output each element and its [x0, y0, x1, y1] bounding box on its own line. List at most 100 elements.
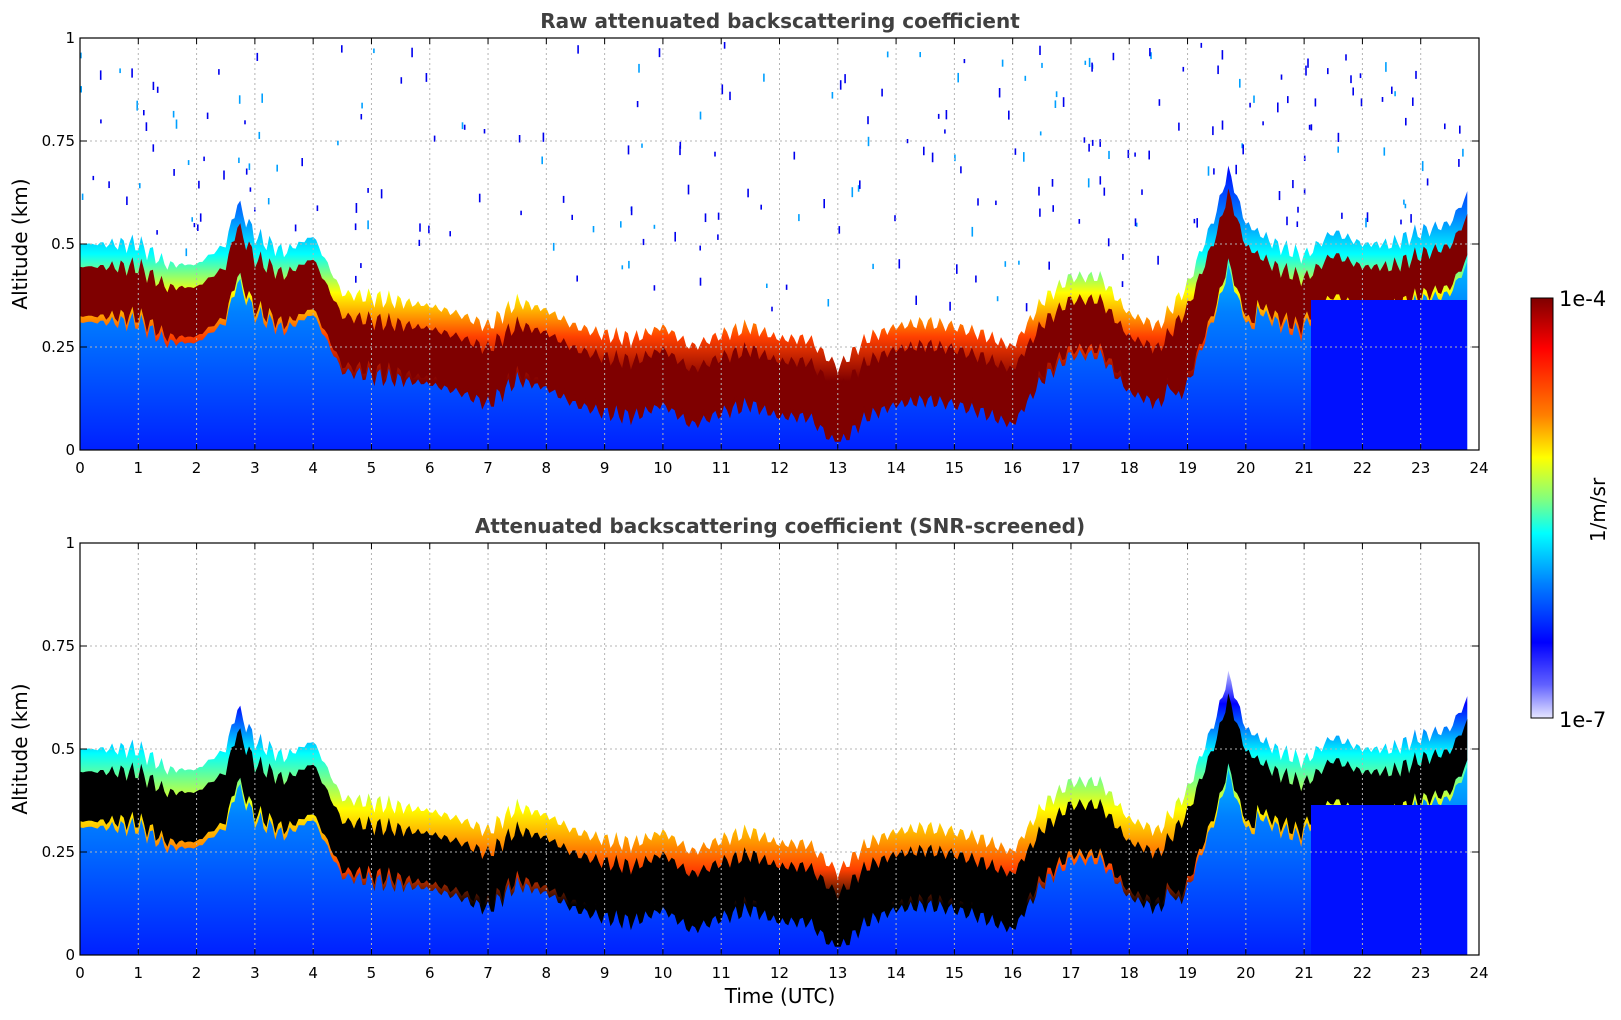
- noise-speck: [1008, 110, 1010, 120]
- noise-speck: [360, 263, 362, 269]
- noise-speck: [1207, 166, 1210, 176]
- noise-speck: [1310, 124, 1313, 131]
- noise-speck: [1039, 45, 1041, 56]
- noise-speck: [923, 146, 925, 156]
- x-tick-label: 11: [712, 459, 731, 477]
- x-tick-label: 3: [250, 459, 260, 477]
- noise-speck: [642, 238, 645, 246]
- y-tick-label: 1: [65, 29, 75, 47]
- noise-speck: [267, 198, 270, 205]
- noise-speck: [867, 116, 869, 125]
- noise-speck: [1051, 179, 1054, 187]
- noise-speck: [571, 214, 573, 221]
- noise-speck: [367, 220, 369, 230]
- x-tick-label: 14: [887, 459, 906, 477]
- colorbar-unit-label: 1/m/sr: [1586, 477, 1610, 542]
- noise-speck: [620, 221, 622, 228]
- x-tick-label: 14: [887, 964, 906, 982]
- noise-speck: [1127, 149, 1130, 159]
- noise-speck: [1039, 208, 1041, 217]
- noise-speck: [1405, 117, 1407, 126]
- panel-screened-grid: [80, 543, 1479, 955]
- noise-speck: [1459, 125, 1461, 134]
- noise-speck: [1099, 176, 1102, 185]
- x-tick-label: 5: [367, 459, 377, 477]
- x-tick-label: 12: [770, 964, 789, 982]
- noise-speck: [380, 189, 383, 199]
- panel-raw: Raw attenuated backscattering coefficien…: [8, 9, 1489, 477]
- noise-speck: [1303, 188, 1306, 195]
- noise-speck: [653, 224, 656, 229]
- noise-speck: [223, 170, 225, 180]
- noise-speck: [191, 217, 193, 222]
- x-tick-label: 11: [712, 964, 731, 982]
- noise-speck: [1107, 238, 1110, 247]
- noise-speck: [175, 119, 178, 129]
- x-tick-label: 2: [192, 964, 202, 982]
- noise-speck: [628, 260, 630, 269]
- noise-speck: [256, 52, 259, 61]
- noise-speck: [400, 77, 403, 84]
- noise-speck: [1249, 102, 1251, 108]
- noise-speck: [1458, 159, 1460, 167]
- noise-speck: [785, 284, 788, 290]
- noise-speck: [206, 112, 209, 120]
- noise-speck: [844, 74, 846, 84]
- noise-speck: [949, 301, 951, 311]
- noise-speck: [354, 223, 357, 231]
- noise-speck: [1360, 98, 1363, 107]
- x-tick-label: 4: [308, 964, 318, 982]
- noise-speck: [542, 132, 545, 142]
- y-tick-label: 0.5: [51, 740, 75, 758]
- noise-speck: [419, 223, 421, 232]
- noise-speck: [1359, 73, 1362, 79]
- noise-speck: [1134, 218, 1137, 227]
- x-tick-label: 6: [425, 964, 435, 982]
- noise-speck: [1023, 152, 1025, 162]
- x-tick-label: 16: [1003, 964, 1022, 982]
- noise-speck: [859, 180, 861, 189]
- y-tick-label: 0.25: [42, 843, 75, 861]
- x-tick-label: 6: [425, 459, 435, 477]
- noise-speck: [717, 212, 720, 220]
- noise-speck: [1286, 216, 1288, 226]
- noise-speck: [996, 296, 999, 302]
- noise-speck: [301, 158, 303, 167]
- noise-speck: [1381, 97, 1384, 102]
- noise-speck: [977, 198, 979, 206]
- noise-speck: [1394, 91, 1396, 97]
- panel-raw-late-block: [1311, 300, 1467, 450]
- y-tick-label: 0.5: [51, 235, 75, 253]
- noise-speck: [638, 63, 640, 73]
- y-tick-label: 0.25: [42, 338, 75, 356]
- x-tick-label: 22: [1353, 459, 1372, 477]
- noise-speck: [1383, 147, 1386, 156]
- noise-speck: [425, 73, 428, 82]
- noise-speck: [857, 185, 860, 192]
- y-tick-label: 0: [65, 441, 75, 459]
- noise-speck: [80, 52, 82, 59]
- noise-speck: [771, 306, 773, 312]
- noise-speck: [1182, 66, 1185, 72]
- noise-speck: [960, 166, 962, 174]
- x-tick-label: 5: [367, 964, 377, 982]
- noise-speck: [187, 160, 190, 166]
- noise-speck: [1099, 139, 1101, 147]
- x-tick-label: 7: [483, 964, 493, 982]
- noise-speck: [1426, 178, 1429, 186]
- x-tick-label: 21: [1295, 459, 1314, 477]
- noise-speck: [1091, 139, 1094, 146]
- noise-speck: [248, 163, 251, 171]
- noise-speck: [1296, 221, 1299, 228]
- noise-speck: [433, 135, 436, 142]
- noise-speck: [172, 110, 175, 118]
- colorbar-max-label: 1e-4: [1559, 287, 1606, 311]
- noise-speck: [245, 168, 248, 175]
- colorbar-min-label: 1e-7: [1559, 708, 1606, 732]
- noise-speck: [658, 48, 661, 58]
- noise-speck: [143, 110, 145, 116]
- noise-speck: [136, 100, 138, 111]
- noise-speck: [995, 200, 997, 206]
- x-tick-label: 22: [1353, 964, 1372, 982]
- noise-speck: [1083, 137, 1086, 143]
